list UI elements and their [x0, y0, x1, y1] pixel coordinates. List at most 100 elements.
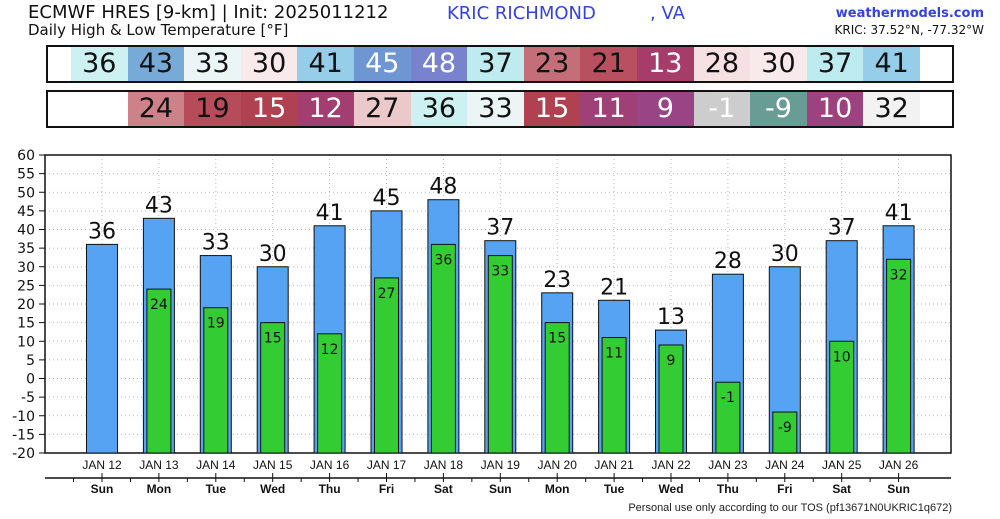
low-temp-bar [203, 307, 229, 454]
low-temp-cell: 11 [580, 92, 637, 126]
station-state: , VA [650, 3, 685, 24]
low-temp-value: 9 [667, 353, 676, 369]
temperature-bar-chart: 605550454035302520151050-5-10-15-2036432… [12, 148, 952, 496]
low-temp-bar [430, 243, 456, 454]
y-tick-label: 45 [17, 204, 35, 220]
x-tick-label: JAN 21 [594, 458, 634, 472]
y-tick-label: -20 [12, 446, 35, 462]
y-tick-label: 60 [17, 148, 35, 164]
high-temp-value: 45 [373, 186, 401, 211]
high-temp-value: 33 [202, 231, 230, 256]
low-temp-bar [374, 277, 399, 454]
low-temp-cell: 15 [240, 92, 298, 126]
low-temp-bar [829, 340, 855, 454]
x-day-label: Sun [887, 482, 910, 496]
low-temp-value: -9 [778, 420, 792, 436]
high-temp-cell: 33 [184, 47, 241, 81]
x-tick-label: JAN 22 [651, 458, 691, 472]
low-temp-bar [544, 322, 570, 454]
low-temp-cell [71, 92, 128, 126]
low-temp-bar [601, 337, 627, 454]
x-day-label: Thu [717, 482, 739, 496]
low-temp-bar [146, 288, 172, 454]
low-temp-bar [772, 411, 798, 454]
high-temp-value: 36 [88, 219, 116, 244]
y-tick-label: -5 [21, 390, 35, 406]
high-temp-cell: 37 [467, 47, 524, 81]
y-tick-label: 5 [26, 353, 35, 369]
y-tick-label: 0 [26, 372, 35, 388]
x-tick-label: JAN 12 [82, 458, 122, 472]
x-tick-label: JAN 20 [538, 458, 578, 472]
low-temp-cell: 10 [806, 92, 864, 126]
x-day-label: Tue [206, 482, 227, 496]
low-temp-bar [715, 381, 741, 454]
x-day-label: Wed [260, 482, 285, 496]
high-temp-cell: 37 [806, 47, 864, 81]
high-temp-value: 37 [828, 216, 856, 241]
low-temp-value: -1 [721, 390, 735, 406]
high-temp-value: 13 [657, 305, 685, 330]
x-tick-label: JAN 19 [481, 458, 521, 472]
chart-subtitle: Daily High & Low Temperature [°F] [28, 21, 289, 39]
y-tick-label: 15 [17, 316, 35, 332]
high-temp-cell: 21 [580, 47, 637, 81]
footer-tos: Personal use only according to our TOS (… [628, 502, 952, 514]
low-temp-bar [317, 333, 343, 454]
low-temp-value: 10 [833, 349, 851, 365]
high-temp-cell: 36 [71, 47, 128, 81]
station-coords: KRIC: 37.52°N, -77.32°W [834, 23, 985, 37]
low-temp-value: 27 [378, 286, 396, 302]
low-temp-value: 32 [890, 267, 908, 283]
x-day-label: Mon [545, 482, 570, 496]
y-tick-label: 10 [17, 334, 35, 350]
high-temp-value: 30 [771, 242, 799, 267]
low-temp-cell: 24 [127, 92, 185, 126]
high-temp-cell: 13 [637, 47, 694, 81]
x-tick-label: JAN 13 [139, 458, 179, 472]
x-tick-label: JAN 25 [822, 458, 862, 472]
x-day-label: Sat [434, 482, 453, 496]
high-temp-strip: 36 43 33 30 41 45 48 37 23 21 13 28 30 37 41 [46, 45, 954, 83]
high-temp-cell: 30 [750, 47, 807, 81]
high-temp-cell: 23 [523, 47, 581, 81]
high-temp-value: 43 [145, 193, 173, 218]
high-temp-cell: 30 [240, 47, 298, 81]
low-temp-value: 12 [321, 342, 339, 358]
station-name: KRIC RICHMOND [447, 3, 596, 24]
y-tick-label: 35 [17, 241, 35, 257]
high-temp-value: 23 [543, 268, 571, 293]
high-temp-cell: 48 [410, 47, 468, 81]
low-temp-cell: 33 [467, 92, 524, 126]
low-temp-cell: 36 [410, 92, 468, 126]
low-temp-strip: 24 19 15 12 27 36 33 15 11 9 -1 -9 10 32 [46, 90, 954, 128]
low-temp-bar [886, 258, 912, 454]
y-tick-label: 50 [17, 185, 35, 201]
low-temp-value: 15 [548, 331, 566, 347]
high-temp-value: 41 [316, 201, 344, 226]
y-tick-label: 40 [17, 223, 35, 239]
brand-link[interactable]: weathermodels.com [835, 6, 984, 21]
x-tick-label: JAN 23 [708, 458, 748, 472]
low-temp-value: 24 [150, 297, 168, 313]
x-tick-label: JAN 17 [367, 458, 407, 472]
x-tick-label: JAN 26 [879, 458, 919, 472]
high-temp-value: 30 [259, 242, 287, 267]
low-temp-cell: 27 [354, 92, 411, 126]
y-tick-label: 25 [17, 278, 35, 294]
low-temp-cell: 32 [863, 92, 920, 126]
x-day-label: Mon [147, 482, 172, 496]
high-temp-value: 21 [600, 275, 628, 300]
high-temp-value: 48 [429, 175, 457, 200]
low-temp-bar [658, 344, 684, 454]
x-tick-label: JAN 18 [424, 458, 464, 472]
low-temp-bar [487, 255, 513, 454]
low-temp-value: 36 [434, 252, 452, 268]
high-temp-cell: 41 [297, 47, 354, 81]
low-temp-value: 11 [605, 346, 623, 362]
x-day-label: Wed [658, 482, 683, 496]
y-tick-label: 20 [17, 297, 35, 313]
x-day-label: Thu [319, 482, 341, 496]
low-temp-value: 19 [207, 316, 225, 332]
x-day-label: Fri [379, 482, 394, 496]
